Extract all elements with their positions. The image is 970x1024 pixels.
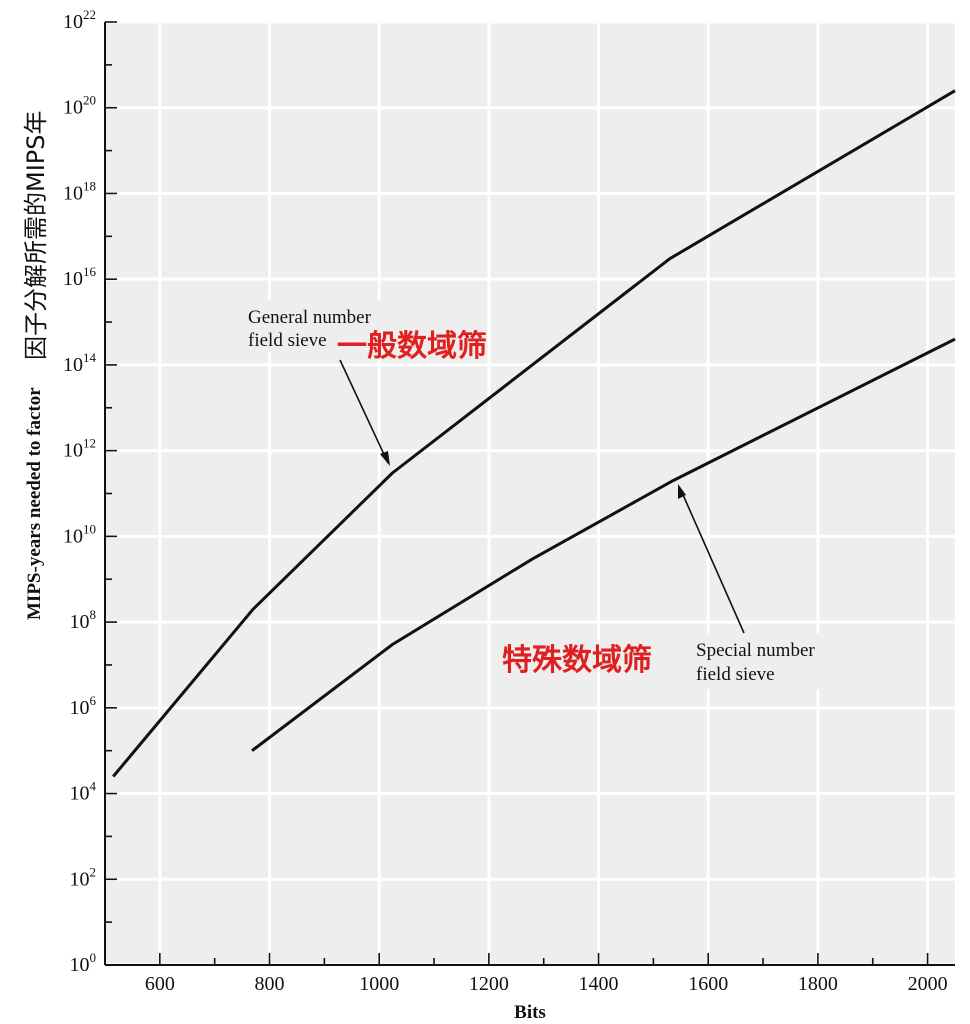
general-annotation-line-2: field sieve	[248, 330, 327, 351]
general-annotation-cn: 一般数域筛	[337, 329, 487, 364]
y-tick-label-2: 102	[70, 864, 97, 890]
series-line-1	[251, 337, 956, 752]
x-axis-ticks: 600 800 1000 1200 1400 1600 1800 2000	[104, 953, 948, 995]
x-tick-label-1000: 1000	[359, 973, 399, 995]
general-annotation-line-1: General number	[248, 307, 372, 328]
general-annotation-arrow	[339, 359, 389, 464]
x-tick-label-1200: 1200	[469, 973, 509, 995]
y-tick-label-16: 1016	[63, 264, 97, 290]
special-annotation-line-1: Special number	[696, 640, 815, 661]
x-tick-label-2000: 2000	[908, 973, 948, 995]
series-line-0	[112, 89, 956, 778]
y-tick-label-18: 1018	[63, 178, 96, 204]
special-annotation-bg	[690, 633, 845, 689]
x-tick-label-800: 800	[255, 973, 285, 995]
y-tick-label-10: 1010	[63, 521, 96, 547]
x-tick-label-1800: 1800	[798, 973, 838, 995]
grid	[105, 20, 955, 967]
special-annotation-arrow	[679, 487, 745, 634]
x-tick-label-600: 600	[145, 973, 175, 995]
x-tick-label-1400: 1400	[579, 973, 619, 995]
special-annotation-cn: 特殊数域筛	[502, 643, 652, 678]
y-axis-ticks: 100 102 104 106 108 1010 1012 1014 1016 1018 1020 1…	[63, 7, 117, 976]
y-tick-label-0: 100	[70, 950, 97, 976]
general-arrow-head	[380, 451, 390, 466]
y-tick-label-14: 1014	[63, 350, 97, 376]
y-axis-title: MIPS-years needed to factor	[24, 387, 45, 620]
general-annotation-bg	[242, 300, 417, 352]
x-tick-label-1600: 1600	[688, 973, 728, 995]
y-tick-label-20: 1020	[63, 93, 96, 119]
x-axis-title: Bits	[514, 1002, 546, 1023]
plot-background	[105, 22, 955, 965]
y-tick-label-4: 104	[70, 779, 97, 805]
y-tick-label-8: 108	[70, 607, 97, 633]
special-arrow-head	[678, 484, 686, 499]
special-annotation-line-2: field sieve	[696, 664, 775, 685]
y-tick-label-6: 106	[70, 693, 97, 719]
series-lines	[112, 89, 956, 778]
y-tick-label-22: 1022	[63, 7, 96, 33]
y-axis-title-cn: 因子分解所需的MIPS年	[22, 111, 50, 361]
y-tick-label-12: 1012	[63, 436, 96, 462]
